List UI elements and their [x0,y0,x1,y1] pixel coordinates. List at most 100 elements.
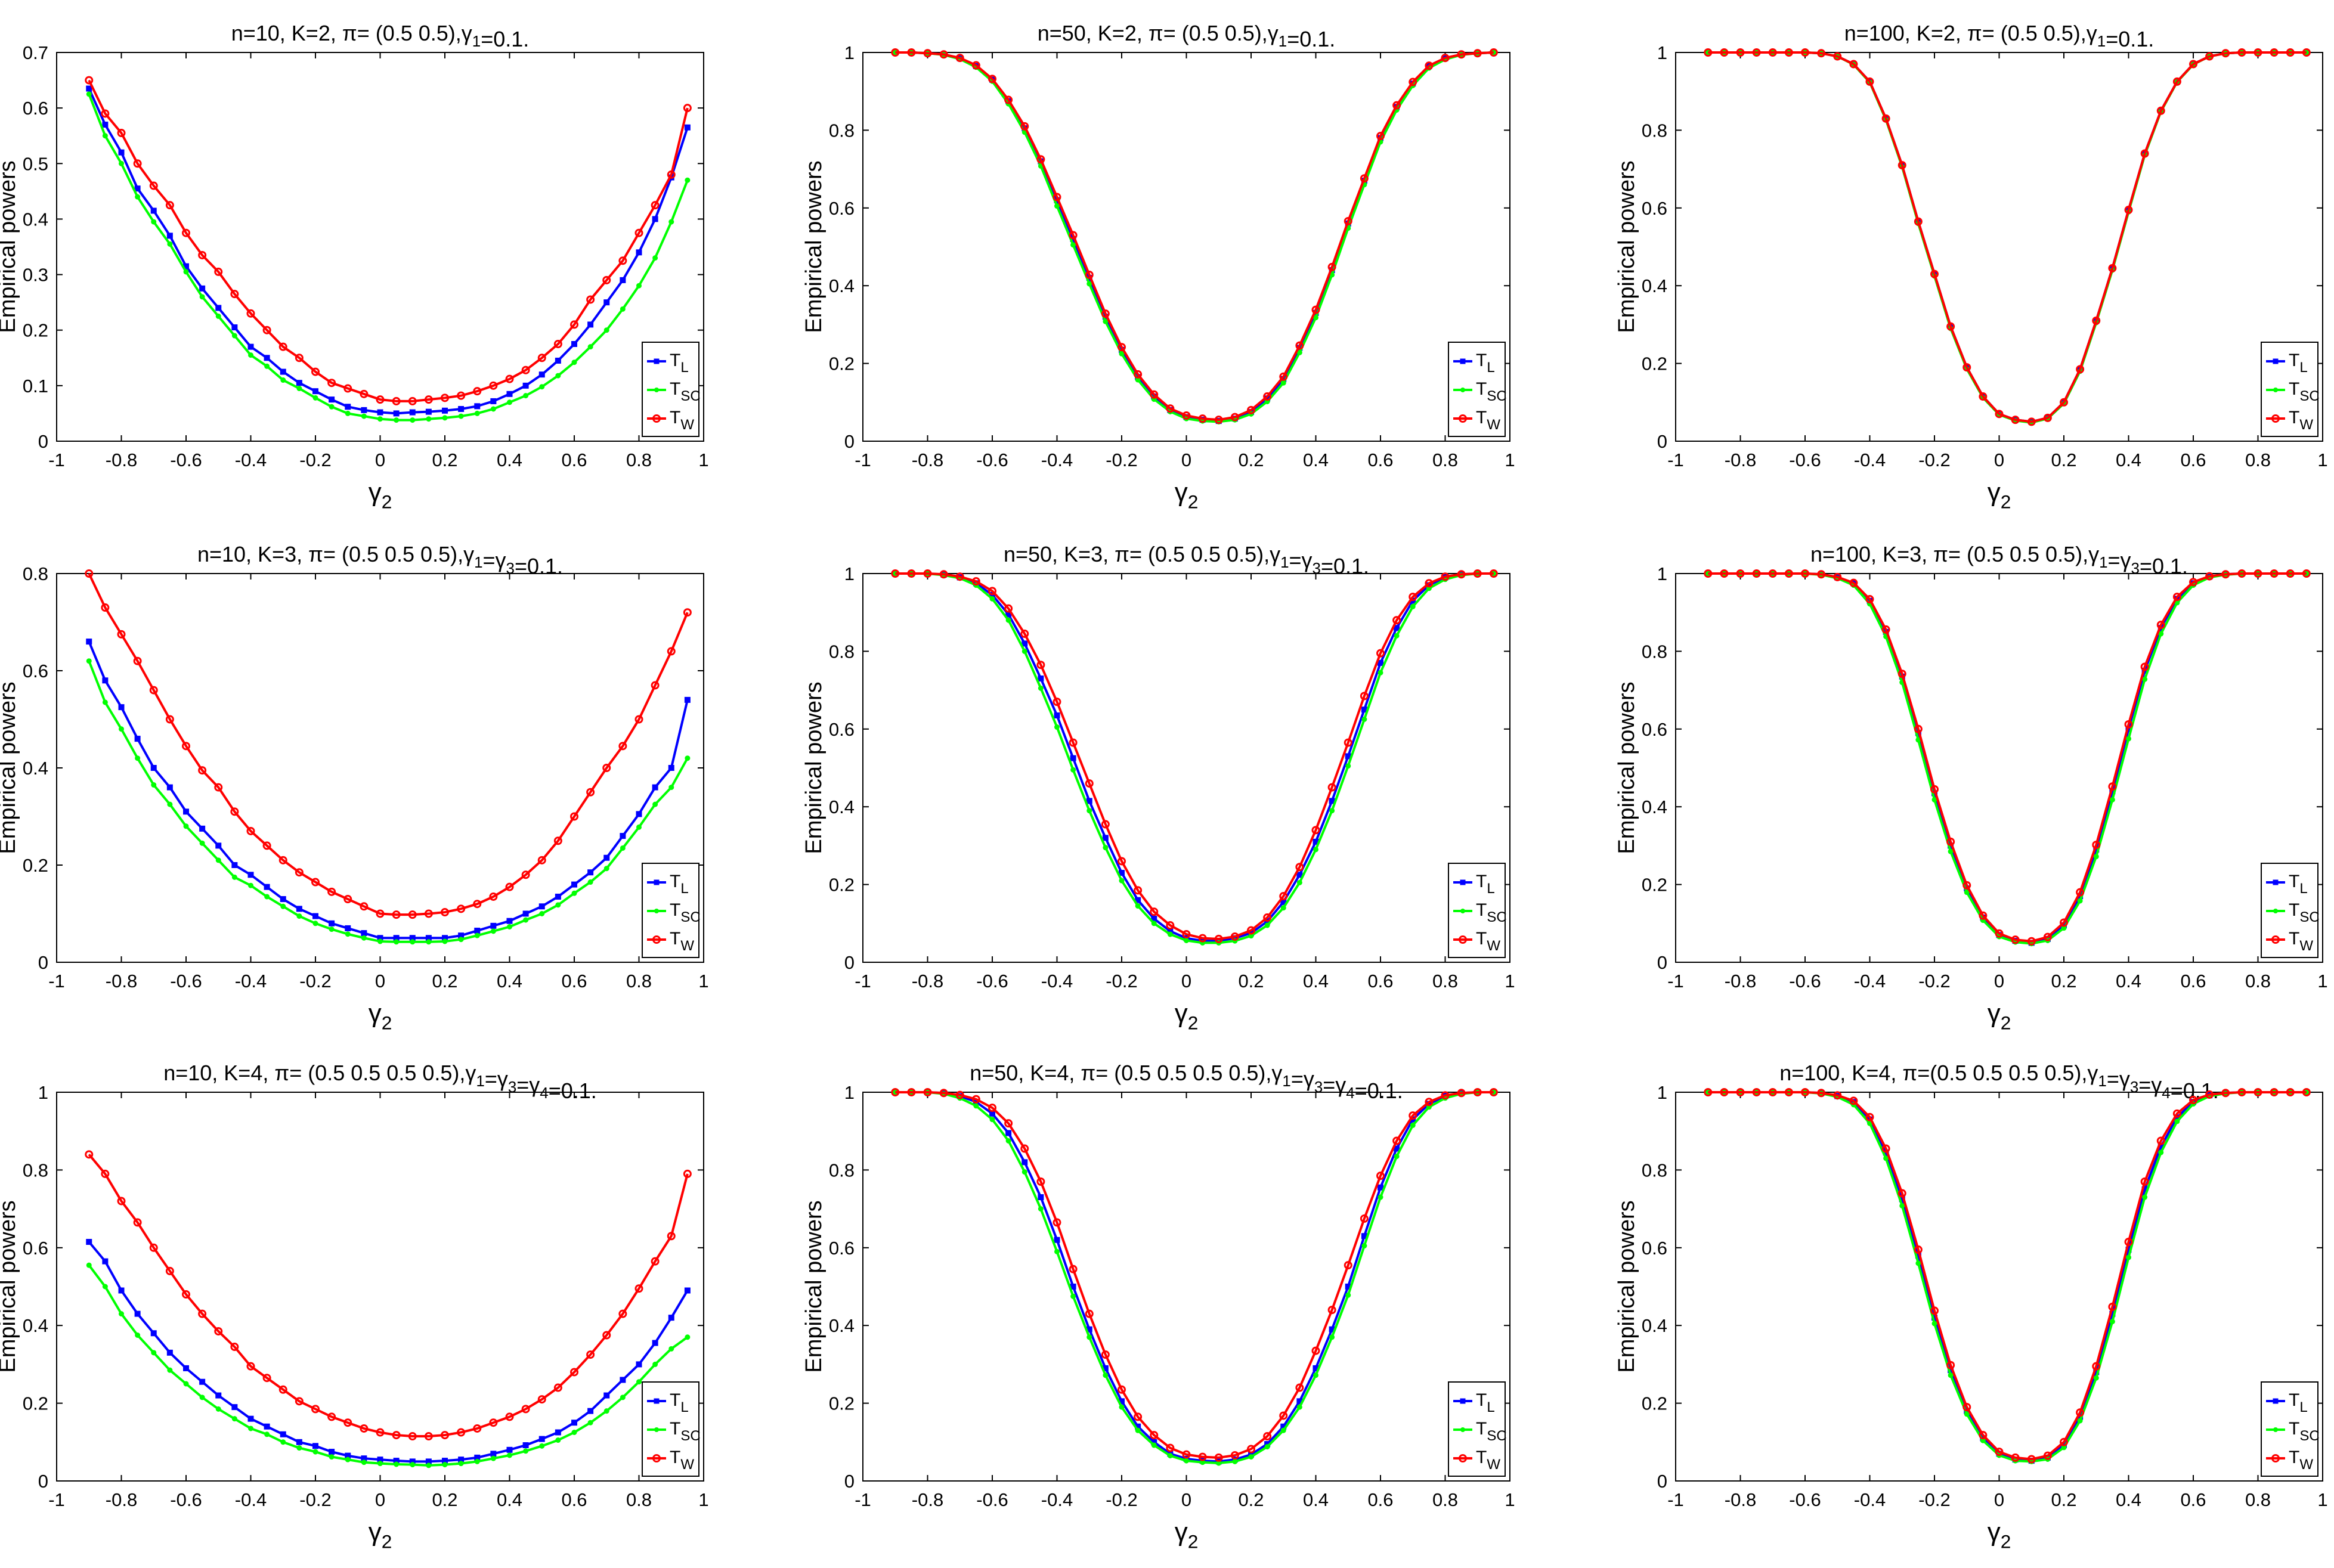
data-point-TW [1865,1113,1874,1121]
x-tick-label: -0.6 [1789,971,1821,991]
data-point-TW [1053,1218,1061,1227]
data-point-TW [1085,1309,1094,1318]
data-point-TSC [620,306,626,312]
data-point-TSC [523,1448,529,1454]
data-point-TW [1930,1306,1939,1315]
data-point-TW [327,379,336,388]
y-tick-label: 1 [844,563,855,584]
data-point-TL [166,1349,173,1356]
data-point-TW [1263,913,1272,922]
data-point-TSC [1103,1372,1109,1378]
data-point-TL [215,1392,222,1399]
y-tick-label: 0.2 [829,1393,855,1414]
data-point-TW [1036,661,1045,670]
series-line-TSC [895,51,1494,423]
data-point-TW [182,228,190,237]
data-point-TSC [1119,878,1125,884]
x-tick-label: -0.6 [976,971,1008,991]
legend-marker-TL [2273,358,2279,364]
data-point-TW [907,1088,916,1096]
data-point-TSC [685,755,691,761]
data-point-TL [247,1415,254,1422]
chart-panel-2: n=50, K=2, π= (0.5 0.5),γ1=0.1. -1 -0.8 -0.… [801,21,1515,512]
x-tick-label: 0.2 [432,450,457,470]
legend-label-TL: TL [670,351,689,376]
data-point-TL [603,1392,610,1399]
data-point-TL [312,913,318,919]
data-point-TW [1311,826,1320,835]
series-line-TSC [88,660,689,943]
x-tick-label: 0.6 [2180,971,2206,991]
data-point-TW [2011,935,2020,944]
data-point-TL [215,305,222,311]
x-tick-label: 1 [1505,1489,1515,1510]
data-point-TSC [296,913,302,919]
legend: TL TSC TW [642,1381,701,1477]
data-point-TW [955,54,964,63]
x-tick-label: -0.8 [1725,971,1756,991]
legend-marker-TW [652,935,661,944]
x-tick-label: 0.4 [1303,971,1329,991]
data-point-TL [1038,675,1044,682]
x-tick-label: -0.8 [1725,1489,1756,1510]
x-tick-label: -0.6 [170,1489,202,1510]
data-point-TW [230,290,239,299]
x-tick-label: -0.6 [1789,1489,1821,1510]
data-point-TSC [1410,1122,1416,1128]
data-point-TSC [1021,1169,1027,1175]
data-point-TW [2172,77,2181,86]
data-point-TSC [507,924,512,930]
data-point-TW [149,181,158,190]
data-point-TL [652,216,658,222]
x-axis-label: γ2 [1988,478,2011,512]
data-point-TL [118,149,125,156]
data-point-TSC [426,939,432,945]
data-point-TW [570,1368,578,1377]
y-tick-label: 0.2 [829,354,855,374]
x-tick-label: 0.8 [1432,1489,1458,1510]
data-point-TW [133,656,142,665]
data-point-TSC [151,782,157,788]
y-tick-label: 1 [844,42,855,63]
data-point-TSC [231,1416,237,1422]
data-point-TSC [1345,1292,1351,1298]
data-point-TW [907,48,916,57]
data-point-TW [1946,837,1955,846]
legend-label-TSC: TSC [1476,1419,1507,1444]
data-point-TL [361,407,367,413]
legend-marker-TL [654,879,660,885]
chart-title: n=100, K=4, π=(0.5 0.5 0.5 0.5),γ1=γ3=γ4… [1779,1061,2219,1103]
legend-marker-TSC [2273,388,2278,392]
chart-title: n=50, K=4, π= (0.5 0.5 0.5 0.5),γ1=γ3=γ4… [970,1061,1403,1103]
legend-label-TW: TW [1476,929,1500,954]
plot-area-frame [862,1092,1510,1482]
data-point-TSC [989,596,995,602]
data-point-TW [278,856,287,864]
y-tick-label: 0.6 [829,198,855,219]
data-point-TW [2124,720,2133,729]
plot-area-frame [1675,52,2323,442]
data-point-TW [1198,414,1207,423]
data-point-TSC [119,160,124,166]
data-point-TW [1425,61,1434,70]
data-point-TSC [539,911,545,916]
x-tick-label: 0.8 [2245,971,2271,991]
data-point-TSC [167,1367,173,1373]
data-point-TSC [442,938,448,944]
data-point-TW [182,1290,190,1299]
y-tick-label: 0.5 [23,153,48,174]
data-point-TSC [2158,1149,2164,1155]
data-point-TW [1720,48,1729,57]
data-point-TL [86,1239,92,1245]
data-point-TSC [426,416,432,422]
data-point-TSC [2126,736,2131,742]
y-tick-label: 0.4 [829,275,855,296]
data-point-TW [198,1309,207,1318]
data-point-TW [1930,269,1939,278]
data-point-TW [1053,698,1061,706]
data-point-TW [1279,892,1288,901]
data-point-TL [118,1287,125,1294]
x-tick-label: 1 [1505,971,1515,991]
x-tick-label: 0 [1994,971,2004,991]
